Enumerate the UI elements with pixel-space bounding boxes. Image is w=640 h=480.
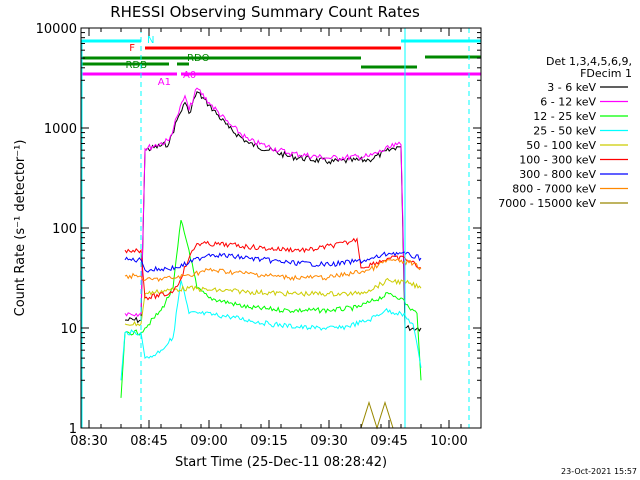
x-tick-label: 09:15	[250, 434, 287, 449]
legend-label: 25 - 50 keV	[533, 125, 596, 138]
series-line-4	[120, 280, 422, 381]
mode-bars: N F RDO RDB A1 A0	[81, 35, 481, 88]
x-tick-label: 08:45	[130, 434, 167, 449]
legend-header-line: FDecim 1	[580, 67, 632, 80]
x-tick-label: 09:45	[370, 434, 407, 449]
bar-label-n: N	[147, 35, 154, 46]
legend-label: 12 - 25 keV	[533, 110, 596, 123]
series-line-6	[124, 237, 422, 301]
legend-header-line: Det 1,3,4,5,6,9,	[546, 55, 632, 68]
y-tick-label: 10	[60, 322, 77, 337]
series-lines	[120, 87, 422, 430]
legend-label: 100 - 300 keV	[519, 154, 596, 167]
chart-title: RHESSI Observing Summary Count Rates	[110, 3, 420, 21]
y-tick-label: 100	[52, 222, 77, 237]
x-tick-label: 10:00	[430, 434, 467, 449]
bar-label-f: F	[129, 43, 135, 54]
legend-label: 7000 - 15000 keV	[498, 197, 596, 210]
legend-label: 300 - 800 keV	[519, 168, 596, 181]
y-tick-label: 1000	[44, 122, 77, 137]
y-axis-label: Count Rate (s⁻¹ detector⁻¹)	[13, 140, 28, 317]
legend: Det 1,3,4,5,6,9,FDecim 13 - 6 keV 6 - 12 …	[498, 55, 632, 210]
y-tick-label: 1	[69, 422, 77, 437]
bar-label-a0: A0	[183, 70, 196, 81]
series-line-7	[124, 251, 422, 273]
legend-label: 800 - 7000 keV	[512, 183, 596, 196]
legend-label: 6 - 12 keV	[540, 96, 596, 109]
x-tick-label: 08:30	[70, 434, 107, 449]
legend-label: 50 - 100 keV	[526, 139, 596, 152]
series-line-2	[124, 87, 406, 318]
x-tick-label: 09:30	[310, 434, 347, 449]
legend-label: 3 - 6 keV	[547, 81, 596, 94]
bar-label-a1: A1	[158, 77, 171, 88]
attenuator-lines	[81, 28, 470, 428]
series-line-5	[124, 277, 422, 327]
bar-label-rdo: RDO	[187, 53, 210, 64]
y-tick-label: 10000	[36, 22, 77, 37]
axes: 1 10 100 1000 10000 08:30 08:45 09:00 09:15 09:30…	[36, 22, 482, 449]
x-axis-label: Start Time (25-Dec-11 08:28:42)	[175, 455, 387, 470]
bar-label-rdb: RDB	[125, 60, 147, 71]
x-tick-label: 09:00	[190, 434, 227, 449]
series-line-8	[124, 257, 422, 283]
timestamp-stamp: 23-Oct-2021 15:57	[561, 467, 637, 476]
